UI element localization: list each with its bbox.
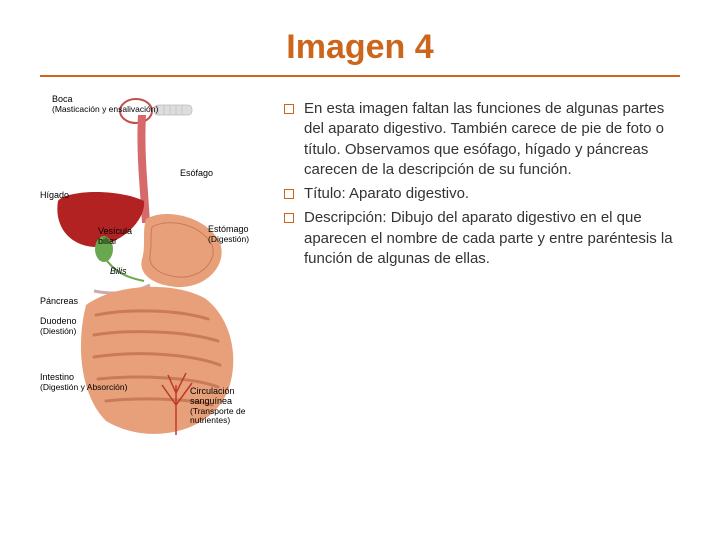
slide-title: Imagen 4 (286, 28, 433, 73)
list-item: Descripción: Dibujo del aparato digestiv… (284, 208, 680, 269)
bullet-text: Título: Aparato digestivo. (304, 184, 469, 204)
label-vesicula: Vesícula biliar (98, 227, 138, 247)
bullet-text: Descripción: Dibujo del aparato digestiv… (304, 208, 680, 269)
bullet-square-icon (284, 189, 294, 199)
label-higado: Hígado (40, 191, 69, 201)
content-row: Boca (Masticación y ensalivación) Hígado… (40, 95, 680, 435)
label-boca: Boca (Masticación y ensalivación) (52, 95, 158, 114)
label-circulacion: Circulación sanguínea (Transporte de nut… (190, 387, 260, 425)
list-item: Título: Aparato digestivo. (284, 184, 680, 204)
slide: Imagen 4 (0, 0, 720, 540)
list-item: En esta imagen faltan las funciones de a… (284, 99, 680, 180)
bullet-list: En esta imagen faltan las funciones de a… (284, 95, 680, 273)
label-estomago: Estómago (Digestión) (208, 225, 249, 244)
title-underline (40, 75, 680, 77)
digestive-figure: Boca (Masticación y ensalivación) Hígado… (40, 95, 270, 435)
bullet-square-icon (284, 213, 294, 223)
label-bilis: Bilis (110, 267, 127, 277)
bullet-text: En esta imagen faltan las funciones de a… (304, 99, 680, 180)
label-pancreas: Páncreas (40, 297, 78, 307)
title-wrap: Imagen 4 (40, 28, 680, 73)
label-duodeno: Duodeno (Diestión) (40, 317, 77, 336)
label-intestino: Intestino (Digestión y Absorción) (40, 373, 127, 392)
bullet-square-icon (284, 104, 294, 114)
label-esofago: Esófago (180, 169, 213, 179)
